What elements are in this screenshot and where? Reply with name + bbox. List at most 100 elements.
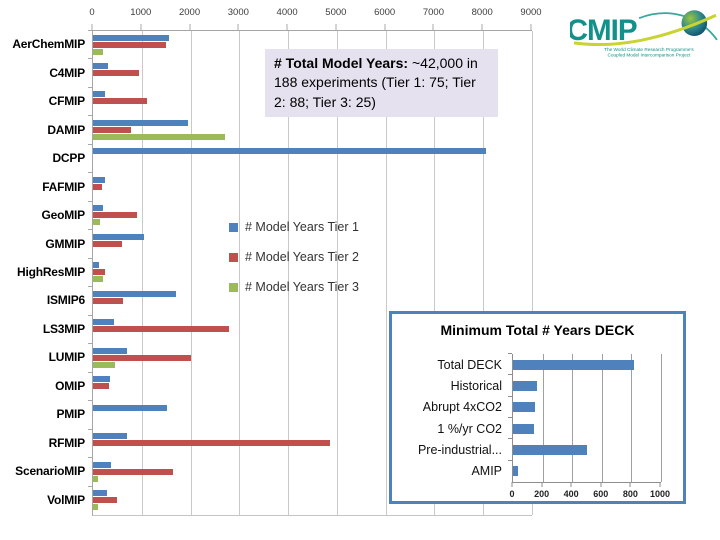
bar-group-c4mip <box>88 58 532 87</box>
inset-category-label: 1 %/yr CO2 <box>437 421 502 436</box>
tier2-swatch-icon <box>229 252 238 262</box>
category-label-omip: OMIP <box>55 378 85 393</box>
category-label-scenariomip: ScenarioMIP <box>15 464 85 479</box>
bar-fafmip-tier2 <box>93 183 102 190</box>
gridline <box>239 31 241 515</box>
bar-cfmip-tier1 <box>93 91 106 98</box>
legend-item-tier3: # Model Years Tier 3 <box>229 280 359 294</box>
bar-scenariomip-tier2 <box>93 468 174 475</box>
bar-dcpp-tier1 <box>93 148 486 155</box>
inset-x-axis: 0 200 400 600 800 1000 <box>509 489 670 499</box>
logo-subtext-line2: Coupled Model Intercomparison Project <box>607 53 691 59</box>
x-axis-tick-label: 3000 <box>227 7 249 18</box>
x-axis-tick <box>335 24 337 30</box>
x-axis-tick <box>140 24 142 30</box>
bar-damip-tier3 <box>93 133 225 140</box>
inset-x-axis-tick-label: 1000 <box>649 489 671 499</box>
bar-c4mip-tier2 <box>93 69 140 76</box>
inset-category-label: Abrupt 4xCO2 <box>422 400 502 415</box>
inset-x-axis-tick-label: 800 <box>622 489 638 499</box>
bar-group-rfmip <box>88 428 532 458</box>
bar-aerchemmip-tier3 <box>93 48 103 55</box>
bar-highresmip-tier2 <box>93 269 106 276</box>
gridline <box>532 31 533 515</box>
inset-plot <box>508 352 662 483</box>
x-axis-tick <box>432 24 434 30</box>
inset-gridline <box>601 354 603 482</box>
logo-swoosh-yellow <box>573 13 717 46</box>
bar-volmip-tier2 <box>93 497 118 503</box>
gridline <box>288 31 290 515</box>
main-category-axis: AerChemMIP C4MIP CFMIP DAMIP DCPP FAFMIP GeoMI… <box>0 30 85 514</box>
note-bold-part: # Total Model Years: <box>274 55 409 71</box>
inset-bar-1 <box>513 380 538 391</box>
x-axis-tick-label: 9000 <box>520 7 542 18</box>
bar-group-damip <box>88 115 532 144</box>
main-x-axis-ticks <box>91 24 532 30</box>
gridline <box>336 31 338 515</box>
x-axis-tick <box>286 24 288 30</box>
bar-omip-tier2 <box>93 383 110 390</box>
legend: # Model Years Tier 1 # Model Years Tier … <box>229 220 359 294</box>
category-label-damip: DAMIP <box>47 122 85 137</box>
gridline <box>434 31 436 515</box>
main-x-axis: 0 1000 2000 3000 4000 5000 6000 7000 8000 9000 <box>89 7 541 19</box>
bar-rfmip-tier2 <box>93 440 330 447</box>
category-label-ls3mip: LS3MIP <box>42 321 85 336</box>
bar-group-ismip6 <box>88 286 532 315</box>
bar-geomip-tier1 <box>93 205 103 212</box>
inset-gridlines <box>513 354 662 482</box>
main-bars <box>88 29 532 515</box>
bar-geomip-tier2 <box>93 212 137 219</box>
x-axis-tick-label: 2000 <box>178 7 201 18</box>
bar-group-gmmip <box>88 229 532 258</box>
bar-group-aerchemmip <box>88 29 532 59</box>
inset-x-axis-tick <box>629 482 631 487</box>
category-label-ismip6: ISMIP6 <box>46 293 85 308</box>
bar-gmmip-tier2 <box>93 240 123 247</box>
x-axis-tick <box>91 24 93 30</box>
cmip-logo: CMIP The World Climate Research Programm… <box>570 10 718 59</box>
x-axis-tick <box>384 24 386 30</box>
legend-item-tier2: # Model Years Tier 2 <box>229 250 359 264</box>
bar-volmip-tier3 <box>93 504 99 510</box>
category-label-fafmip: FAFMIP <box>42 179 85 194</box>
inset-gridline <box>542 354 544 482</box>
bar-group-pmip <box>88 400 532 429</box>
inset-bar-5 <box>513 466 519 477</box>
inset-bar-group <box>508 374 661 396</box>
category-label-dcpp: DCPP <box>52 151 85 166</box>
bar-ls3mip-tier1 <box>93 319 114 326</box>
bar-group-dcpp <box>88 143 532 173</box>
bar-ls3mip-tier2 <box>93 326 229 333</box>
bar-highresmip-tier1 <box>93 262 99 269</box>
bar-geomip-tier3 <box>93 219 101 226</box>
inset-x-axis-tick <box>511 482 513 487</box>
bar-gmmip-tier1 <box>93 233 145 240</box>
bar-damip-tier2 <box>93 126 132 133</box>
logo-wordmark: CMIP <box>570 14 637 47</box>
inset-x-axis-tick <box>570 482 572 487</box>
gridline <box>483 31 485 515</box>
inset-x-axis-tick <box>659 482 661 487</box>
bar-ismip6-tier1 <box>93 290 176 297</box>
bar-group-geomip <box>88 200 532 230</box>
inset-x-axis-tick <box>541 482 543 487</box>
bar-group-highresmip <box>88 257 532 287</box>
inset-bar-group <box>508 438 661 460</box>
gridline <box>141 31 143 515</box>
bar-c4mip-tier1 <box>93 62 108 69</box>
category-label-pmip: PMIP <box>56 407 85 422</box>
inset-chart-title: Minimum Total # Years DECK <box>440 322 635 338</box>
x-axis-tick-label: 7000 <box>422 7 445 18</box>
bar-cfmip-tier2 <box>93 98 147 105</box>
bar-lumip-tier3 <box>93 361 116 368</box>
inset-bar-group <box>508 459 661 482</box>
category-label-geomip: GeoMIP <box>41 208 86 223</box>
inset-category-axis: Total DECK Historical Abrupt 4xCO2 1 %/yr C… <box>396 354 506 482</box>
tier3-swatch-icon <box>229 282 238 292</box>
x-axis-tick-label: 4000 <box>276 7 298 18</box>
inset-category-label: Pre-industrial... <box>417 442 502 457</box>
category-label-lumip: LUMIP <box>48 350 86 365</box>
